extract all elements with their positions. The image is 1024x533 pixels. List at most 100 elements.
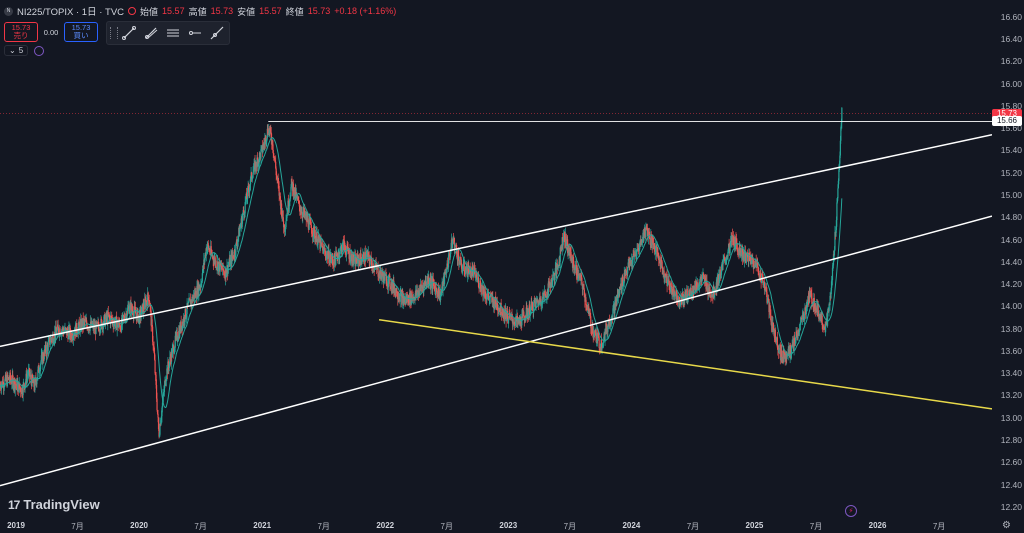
gear-icon[interactable]: ⚙ — [1002, 520, 1011, 531]
ray-tool-icon[interactable] — [140, 23, 162, 43]
candle-body — [474, 268, 476, 278]
candle-body — [583, 284, 585, 290]
candle-body — [541, 303, 543, 305]
candle-body — [195, 297, 198, 299]
candle-body — [49, 337, 51, 345]
candle-body — [249, 187, 251, 193]
candle-body — [27, 369, 30, 375]
candle-body — [192, 298, 194, 302]
flash-icon[interactable]: ⚡ — [845, 505, 857, 517]
candle-body — [131, 309, 134, 311]
candle-body — [729, 244, 731, 254]
time-tick-label: 2023 — [499, 521, 518, 530]
candle-body — [108, 314, 110, 318]
horizontal-ray-tool-icon[interactable] — [184, 23, 206, 43]
candle-body — [817, 305, 819, 314]
candle-body — [652, 243, 654, 249]
candle-body — [440, 294, 442, 301]
candle-body — [538, 301, 540, 306]
candle-body — [353, 256, 356, 262]
price-tick-label: 12.40 — [1000, 479, 1022, 490]
candle-body — [241, 218, 243, 227]
candle-body — [799, 322, 802, 325]
candle-body — [315, 238, 317, 243]
candle-body — [562, 241, 564, 246]
candle-body — [697, 286, 700, 288]
candle-body — [674, 294, 677, 296]
candle-body — [252, 169, 255, 173]
sell-button[interactable]: 15.73 売り — [4, 22, 38, 42]
price-tick-label: 13.20 — [1000, 390, 1022, 401]
candle-body — [371, 260, 373, 267]
candle-body — [29, 376, 31, 377]
candle-body — [829, 295, 831, 306]
candle-body — [637, 247, 640, 250]
candle-body — [749, 254, 751, 258]
candle-body — [698, 286, 700, 287]
candle-body — [265, 136, 267, 144]
candle-body — [640, 239, 643, 245]
candle-body — [778, 349, 780, 353]
parallel-channel-tool-icon[interactable] — [162, 23, 184, 43]
candle-body — [765, 289, 768, 293]
price-chart[interactable] — [0, 0, 992, 518]
candle-body — [349, 261, 352, 262]
lower-channel — [0, 215, 992, 487]
candle-body — [386, 285, 388, 287]
tradingview-logo[interactable]: 17 TradingView — [8, 497, 100, 512]
candle-body — [6, 375, 8, 387]
candle-body — [312, 234, 314, 237]
candle-body — [575, 264, 578, 276]
candle-body — [203, 259, 205, 268]
candle-body — [808, 291, 810, 304]
extended-line-tool-icon[interactable] — [206, 23, 228, 43]
chart-area[interactable] — [0, 0, 992, 518]
price-tick-label: 15.60 — [1000, 123, 1022, 134]
candle-body — [147, 292, 149, 298]
candle-body — [760, 273, 762, 281]
candle-body — [220, 265, 223, 269]
candle-body — [285, 217, 288, 221]
candle-body — [311, 227, 313, 234]
indicator-settings-icon[interactable] — [34, 45, 45, 56]
candle-body — [157, 413, 159, 418]
candle-body — [654, 252, 656, 255]
indicator-value: 5 — [18, 46, 24, 55]
candle-body — [718, 274, 720, 284]
candle-body — [53, 342, 55, 343]
candle-body — [432, 278, 434, 289]
price-axis[interactable]: 16.60 16.40 16.20 16.00 15.80 15.60 15.40 15.20… — [992, 0, 1024, 533]
candle-body — [571, 257, 573, 262]
indicator-collapse-button[interactable]: ⌄ 5 — [4, 45, 29, 56]
trend-line-tool-icon[interactable] — [118, 23, 140, 43]
candle-body — [621, 289, 623, 290]
candle-body — [109, 317, 111, 318]
price-tick-label: 14.20 — [1000, 279, 1022, 290]
candle-body — [505, 318, 508, 322]
candle-body — [841, 107, 843, 123]
candle-body — [215, 260, 217, 269]
candle-body — [292, 183, 295, 196]
candle-body — [252, 172, 254, 178]
candle-body — [79, 322, 81, 332]
candle-body — [486, 296, 488, 300]
candle-body — [235, 243, 237, 256]
price-tick-label: 16.60 — [1000, 11, 1022, 22]
drag-handle-icon[interactable] — [110, 27, 118, 39]
candle-body — [831, 280, 833, 282]
candle-body — [367, 252, 369, 259]
candle-body — [702, 273, 705, 276]
candle-body — [53, 340, 55, 343]
candle-body — [659, 257, 661, 266]
candle-body — [222, 263, 224, 270]
time-axis[interactable]: 2019 7月 2020 7月 2021 7月 2022 7月 2023 7月 2024 7月 2025… — [0, 518, 992, 533]
candle-body — [198, 285, 200, 289]
buy-button[interactable]: 15.73 買い — [64, 22, 98, 42]
candle-body — [623, 283, 625, 286]
candle-body — [272, 140, 274, 151]
symbol-title[interactable]: NI225/TOPIX · 1日 · TVC — [17, 7, 125, 18]
candle-body — [171, 348, 173, 358]
candle-body — [767, 298, 769, 303]
candle-body — [39, 365, 41, 372]
price-tick-label: 16.20 — [1000, 56, 1022, 67]
